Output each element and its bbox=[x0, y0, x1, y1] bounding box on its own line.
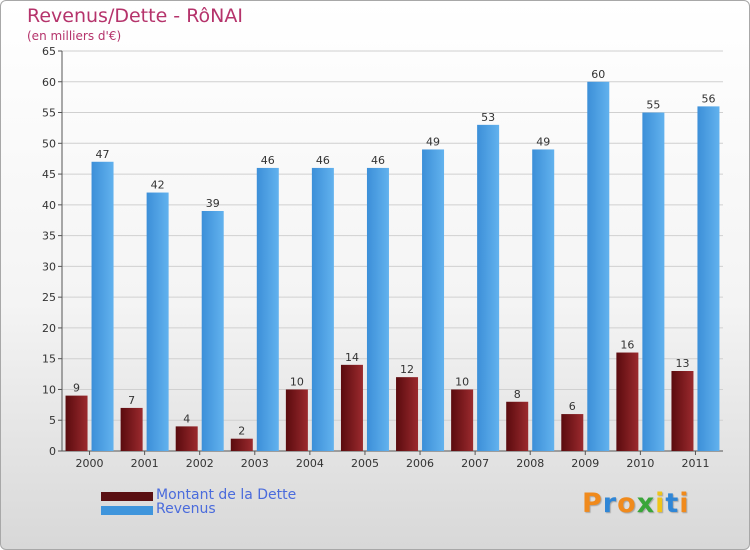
data-label-debt: 9 bbox=[73, 382, 80, 395]
data-label-revenue: 47 bbox=[96, 148, 110, 161]
data-label-debt: 14 bbox=[345, 351, 359, 364]
data-label-debt: 12 bbox=[400, 363, 414, 376]
bar-debt bbox=[230, 438, 253, 451]
grid-layer bbox=[62, 50, 723, 421]
x-tick-label: 2000 bbox=[76, 457, 104, 470]
bar-revenue bbox=[91, 161, 114, 451]
x-tick-label: 2003 bbox=[241, 457, 269, 470]
data-label-debt: 10 bbox=[290, 375, 304, 388]
data-label-revenue: 55 bbox=[646, 99, 660, 112]
y-tick-label: 20 bbox=[42, 322, 56, 335]
chart-title: Revenus/Dette - RôNAI bbox=[27, 5, 243, 27]
logo-letter: r bbox=[602, 488, 618, 519]
data-label-debt: 10 bbox=[455, 375, 469, 388]
y-tick-label: 65 bbox=[42, 45, 56, 58]
logo-letter: P bbox=[582, 488, 603, 519]
bar-debt bbox=[396, 377, 419, 451]
axis-layer: 0 5 10 15 20 25 30 35 40 45 50 55 60 65 2000 2001 2002 20… bbox=[42, 45, 723, 470]
y-tick-label: 30 bbox=[42, 260, 56, 273]
data-label-revenue: 46 bbox=[261, 154, 275, 167]
chart-subtitle: (en milliers d'€) bbox=[27, 29, 122, 43]
bar-debt bbox=[340, 364, 363, 451]
x-tick-label: 2001 bbox=[131, 457, 159, 470]
x-tick-label: 2006 bbox=[406, 457, 434, 470]
x-tick-label: 2004 bbox=[296, 457, 324, 470]
data-label-revenue: 49 bbox=[426, 135, 440, 148]
data-label-revenue: 46 bbox=[371, 154, 385, 167]
y-tick-label: 0 bbox=[49, 445, 56, 458]
logo-letter: o bbox=[617, 488, 637, 519]
x-tick-label: 2009 bbox=[571, 457, 599, 470]
y-tick-label: 15 bbox=[42, 353, 56, 366]
data-label-revenue: 49 bbox=[536, 135, 550, 148]
bar-debt bbox=[451, 389, 474, 451]
data-label-debt: 7 bbox=[128, 394, 135, 407]
labels-layer: 9 47 7 42 4 39 2 46 10 46 14 46 12 49 10 53 8 49 6 60 16 55 13… bbox=[73, 68, 715, 438]
x-tick-label: 2007 bbox=[461, 457, 489, 470]
data-label-debt: 8 bbox=[514, 388, 521, 401]
legend-label-revenue: Revenus bbox=[156, 501, 216, 517]
bar-revenue bbox=[587, 81, 610, 452]
proxiti-logo: Proxiti bbox=[582, 488, 690, 519]
x-tick-label: 2005 bbox=[351, 457, 379, 470]
bar-debt bbox=[120, 407, 143, 451]
y-tick-label: 25 bbox=[42, 291, 56, 304]
data-label-debt: 6 bbox=[569, 400, 576, 413]
data-label-revenue: 60 bbox=[591, 68, 605, 81]
y-tick-label: 10 bbox=[42, 383, 56, 396]
bar-revenue bbox=[477, 124, 500, 451]
bar-revenue bbox=[366, 167, 389, 451]
x-tick-label: 2008 bbox=[516, 457, 544, 470]
y-tick-label: 35 bbox=[42, 230, 56, 243]
bar-debt bbox=[65, 395, 88, 451]
data-label-revenue: 53 bbox=[481, 111, 495, 124]
x-tick-label: 2011 bbox=[681, 457, 709, 470]
bar-debt bbox=[175, 426, 198, 451]
y-tick-label: 60 bbox=[42, 76, 56, 89]
legend-swatch-revenue bbox=[101, 506, 153, 515]
bar-debt bbox=[561, 414, 584, 451]
x-tick-label: 2002 bbox=[186, 457, 214, 470]
bars-layer bbox=[65, 81, 720, 452]
data-label-debt: 13 bbox=[675, 357, 689, 370]
legend-label-debt: Montant de la Dette bbox=[156, 487, 297, 503]
bar-debt bbox=[285, 389, 308, 451]
bar-revenue bbox=[311, 167, 334, 451]
bar-revenue bbox=[256, 167, 279, 451]
bar-revenue bbox=[532, 149, 555, 451]
data-label-revenue: 46 bbox=[316, 154, 330, 167]
bar-revenue bbox=[642, 112, 665, 452]
bar-debt bbox=[506, 401, 529, 451]
logo-letter: x bbox=[636, 488, 656, 519]
bar-debt bbox=[616, 352, 639, 451]
bar-revenue bbox=[697, 106, 720, 451]
y-tick-label: 50 bbox=[42, 137, 56, 150]
logo-letter: i bbox=[679, 488, 690, 519]
y-tick-label: 45 bbox=[42, 168, 56, 181]
y-tick-label: 55 bbox=[42, 107, 56, 120]
bar-revenue bbox=[201, 211, 224, 451]
logo-letter: t bbox=[665, 488, 680, 519]
y-tick-label: 40 bbox=[42, 199, 56, 212]
y-tick-label: 5 bbox=[49, 414, 56, 427]
x-tick-label: 2010 bbox=[626, 457, 654, 470]
data-label-revenue: 42 bbox=[151, 179, 165, 192]
legend-swatch-debt bbox=[101, 492, 153, 501]
data-label-debt: 4 bbox=[183, 412, 190, 425]
bar-revenue bbox=[422, 149, 445, 451]
data-label-debt: 2 bbox=[238, 425, 245, 438]
logo-letter: i bbox=[655, 488, 666, 519]
data-label-revenue: 39 bbox=[206, 197, 220, 210]
bar-revenue bbox=[146, 192, 169, 452]
data-label-debt: 16 bbox=[620, 339, 634, 352]
bar-debt bbox=[671, 371, 694, 451]
data-label-revenue: 56 bbox=[701, 92, 715, 105]
